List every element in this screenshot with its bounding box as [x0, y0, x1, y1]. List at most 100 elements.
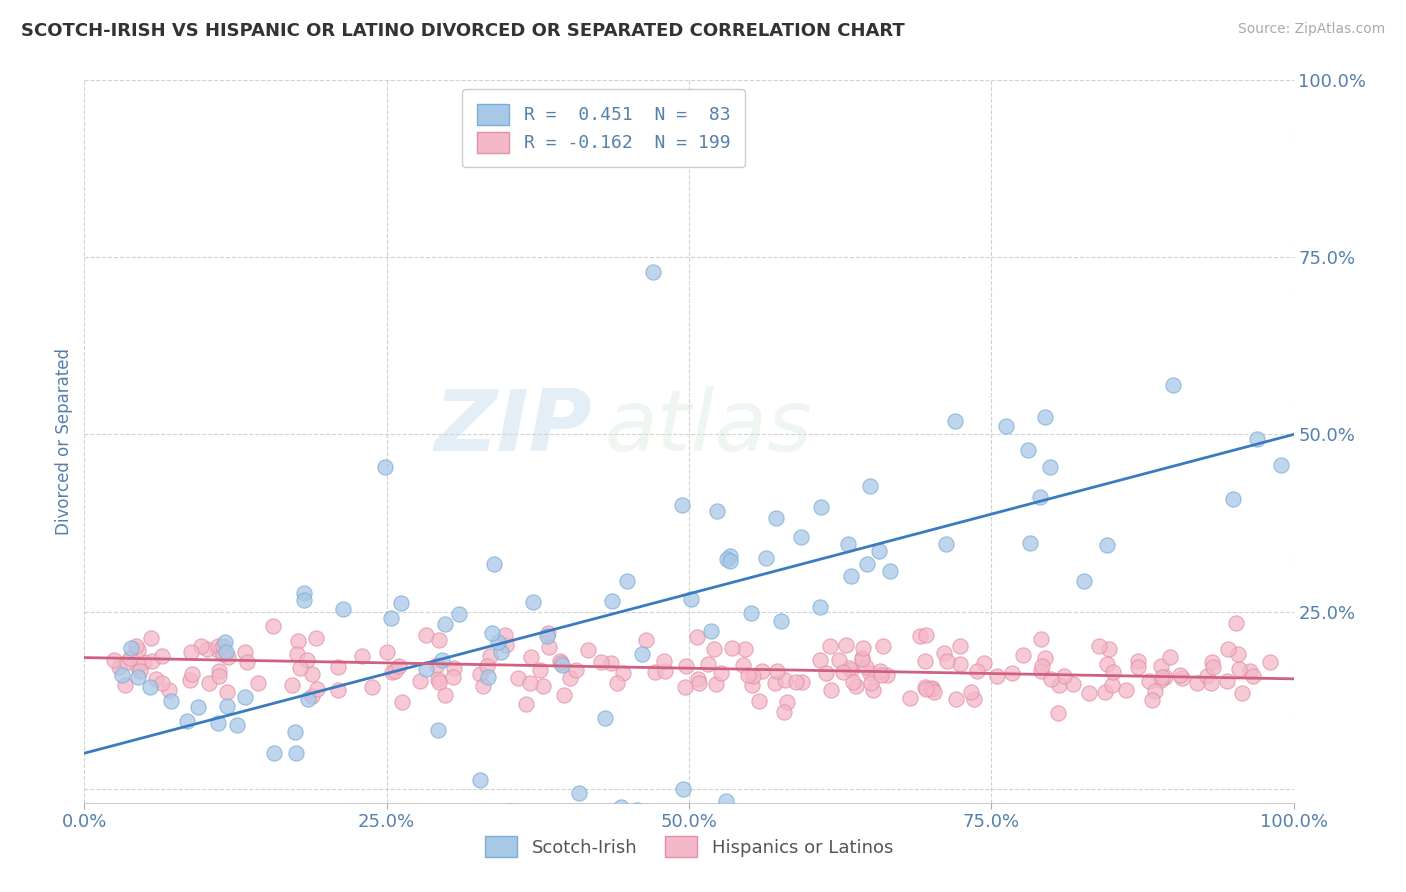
Point: [470, 667, 492, 681]
Point: [716, 552, 738, 566]
Text: atlas: atlas: [605, 385, 813, 468]
Point: [139, 681, 162, 695]
Point: [616, 574, 638, 588]
Point: [288, 661, 311, 675]
Point: [862, 683, 884, 698]
Point: [755, 551, 778, 566]
Point: [922, 685, 945, 699]
Point: [751, 664, 773, 678]
Point: [187, 700, 209, 714]
Point: [644, 665, 666, 679]
Point: [207, 639, 229, 653]
Point: [263, 746, 285, 760]
Point: [1137, 673, 1160, 688]
Point: [215, 684, 238, 698]
Point: [921, 682, 943, 697]
Point: [772, 705, 794, 719]
Point: [851, 651, 873, 665]
Point: [197, 676, 219, 690]
Point: [1270, 458, 1292, 473]
Point: [481, 625, 503, 640]
Point: [634, 633, 657, 648]
Point: [489, 645, 512, 659]
Point: [1246, 432, 1268, 446]
Point: [141, 654, 163, 668]
Point: [706, 677, 728, 691]
Point: [520, 649, 543, 664]
Point: [740, 607, 762, 621]
Point: [225, 718, 247, 732]
Point: [1226, 647, 1249, 661]
Point: [785, 674, 807, 689]
Point: [741, 678, 763, 692]
Point: [914, 680, 936, 694]
Point: [1029, 664, 1052, 678]
Point: [391, 695, 413, 709]
Point: [301, 689, 323, 703]
Point: [820, 683, 842, 698]
Point: [945, 691, 967, 706]
Point: [852, 641, 875, 656]
Point: [415, 628, 437, 642]
Point: [810, 500, 832, 514]
Point: [297, 692, 319, 706]
Point: [1126, 660, 1149, 674]
Point: [284, 725, 307, 739]
Point: [127, 643, 149, 657]
Point: [1201, 675, 1223, 690]
Point: [262, 619, 284, 633]
Point: [859, 676, 882, 690]
Point: [536, 629, 558, 643]
Point: [1098, 642, 1121, 657]
Point: [973, 656, 995, 670]
Point: [281, 678, 304, 692]
Point: [697, 657, 720, 672]
Point: [181, 667, 204, 681]
Point: [558, 671, 581, 685]
Point: [741, 668, 763, 682]
Point: [776, 695, 799, 709]
Point: [766, 664, 789, 678]
Point: [427, 723, 450, 737]
Point: [553, 688, 575, 702]
Point: [388, 659, 411, 673]
Text: ZIP: ZIP: [434, 385, 592, 468]
Point: [332, 602, 354, 616]
Point: [1152, 669, 1174, 683]
Point: [1001, 665, 1024, 680]
Point: [626, 803, 648, 817]
Point: [537, 626, 560, 640]
Point: [531, 679, 554, 693]
Point: [1241, 669, 1264, 683]
Point: [876, 668, 898, 682]
Point: [1150, 673, 1173, 688]
Point: [675, 658, 697, 673]
Point: [1143, 684, 1166, 698]
Y-axis label: Divorced or Separated: Divorced or Separated: [55, 348, 73, 535]
Point: [671, 499, 693, 513]
Point: [479, 648, 502, 663]
Point: [835, 638, 858, 652]
Point: [898, 691, 921, 706]
Point: [118, 651, 141, 665]
Point: [914, 681, 936, 696]
Point: [810, 600, 832, 615]
Point: [211, 648, 233, 662]
Point: [686, 630, 709, 644]
Point: [1195, 669, 1218, 683]
Point: [808, 653, 831, 667]
Point: [949, 657, 972, 672]
Point: [285, 647, 308, 661]
Point: [1073, 574, 1095, 588]
Point: [818, 640, 841, 654]
Point: [565, 663, 588, 677]
Point: [208, 669, 231, 683]
Point: [1150, 659, 1173, 673]
Point: [609, 800, 631, 814]
Point: [1239, 664, 1261, 678]
Point: [522, 595, 544, 609]
Point: [433, 688, 456, 702]
Point: [842, 675, 865, 690]
Point: [477, 658, 499, 673]
Point: [215, 645, 238, 659]
